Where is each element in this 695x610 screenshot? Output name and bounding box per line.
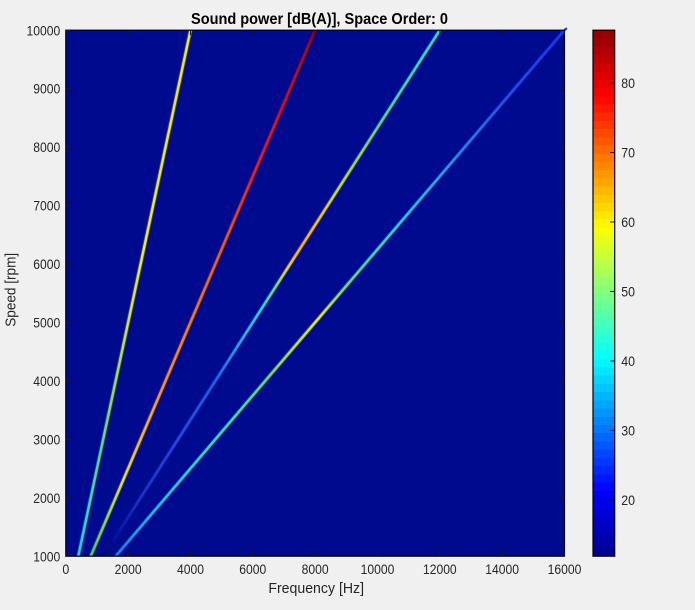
svg-text:Frequency [Hz]: Frequency [Hz]: [268, 580, 364, 597]
svg-text:7000: 7000: [33, 199, 60, 215]
svg-text:2000: 2000: [33, 491, 60, 507]
svg-text:70: 70: [621, 146, 635, 162]
svg-text:12000: 12000: [423, 562, 457, 578]
svg-text:50: 50: [621, 285, 635, 301]
svg-text:0: 0: [62, 562, 69, 578]
svg-text:60: 60: [621, 215, 635, 231]
svg-text:8000: 8000: [33, 140, 60, 156]
svg-text:40: 40: [621, 354, 635, 370]
svg-text:6000: 6000: [33, 257, 60, 273]
svg-text:10000: 10000: [27, 23, 61, 39]
svg-text:10000: 10000: [361, 562, 395, 578]
svg-text:8000: 8000: [302, 562, 329, 578]
svg-text:1000: 1000: [33, 549, 60, 565]
svg-text:2000: 2000: [115, 562, 142, 578]
svg-text:4000: 4000: [33, 374, 60, 390]
svg-text:3000: 3000: [33, 432, 60, 448]
svg-text:14000: 14000: [485, 562, 519, 578]
svg-text:5000: 5000: [33, 316, 60, 332]
svg-text:Sound power [dB(A)], Space Ord: Sound power [dB(A)], Space Order: 0: [191, 11, 448, 28]
svg-text:4000: 4000: [177, 562, 204, 578]
svg-text:Speed [rpm]: Speed [rpm]: [3, 253, 20, 327]
svg-text:20: 20: [621, 493, 635, 509]
svg-text:9000: 9000: [33, 82, 60, 98]
svg-text:6000: 6000: [239, 562, 266, 578]
svg-text:30: 30: [621, 424, 635, 440]
svg-text:80: 80: [621, 76, 635, 92]
svg-text:16000: 16000: [548, 562, 582, 578]
